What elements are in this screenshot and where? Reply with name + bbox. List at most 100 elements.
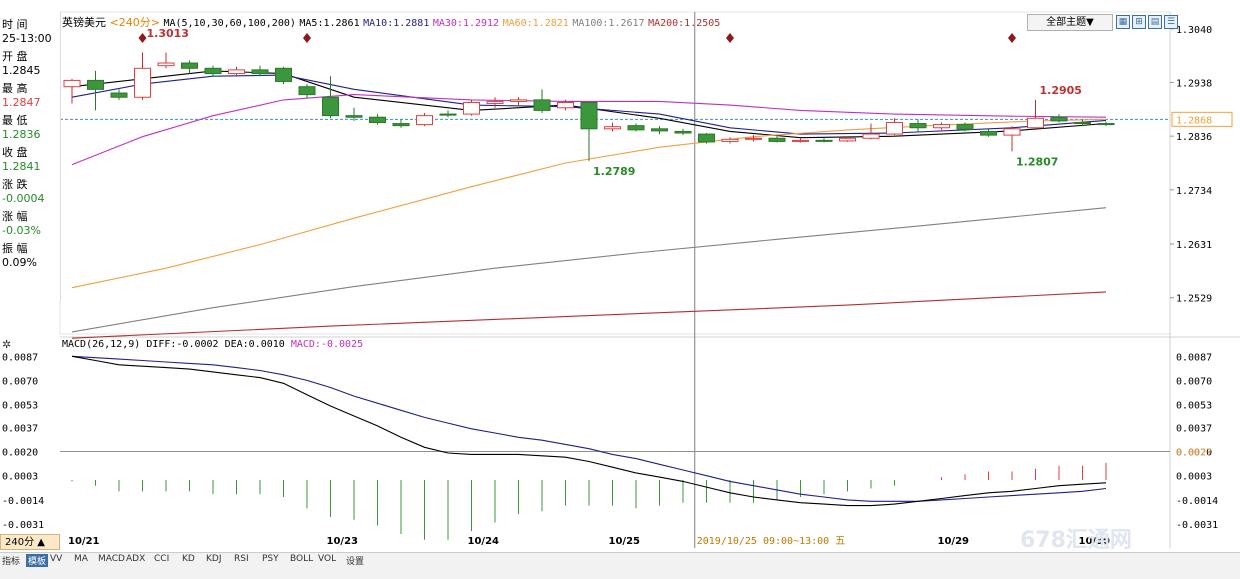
macd-tick-label-left: -0.0031	[2, 520, 44, 531]
macd-params: MACD(26,12,9)	[62, 339, 141, 350]
macd-tick-label-right: 0.0053	[1176, 401, 1212, 412]
list-icon[interactable]: ☰	[1164, 15, 1178, 29]
pct-label: 涨 幅	[2, 210, 28, 223]
indicator-tab[interactable]: RSI	[234, 554, 249, 564]
candle-body	[322, 96, 339, 117]
candle-body	[275, 67, 292, 82]
price-annotation: 1.2807	[1016, 155, 1058, 168]
macd-dea: DEA:0.0010	[224, 339, 285, 350]
indicator-tab[interactable]: 指标	[2, 557, 21, 567]
candle-body	[839, 137, 856, 142]
macd-diff: DIFF:-0.0002	[146, 339, 219, 350]
indicator-tab[interactable]: VOL	[318, 554, 337, 564]
close-label: 收 盘	[2, 146, 28, 159]
indicator-tab[interactable]: ADX	[126, 554, 146, 564]
indicator-tab[interactable]: VV	[50, 554, 63, 564]
open-value: 1.2845	[2, 64, 41, 77]
macd-tick-label-right: 0.0070	[1176, 376, 1212, 387]
macd-tick-label-right: 0.0003	[1176, 472, 1212, 483]
candle-body	[439, 113, 457, 116]
candle-body	[956, 124, 974, 130]
indicator-tab[interactable]: KD	[182, 554, 195, 564]
macd-tick-label-right: 0.0037	[1176, 423, 1212, 434]
chart-header: 英镑美元 <240分> MA(5,10,30,60,100,200) MA5:1…	[62, 14, 720, 30]
candle-body	[627, 125, 645, 131]
time-value: 25-13:00	[2, 32, 52, 45]
low-value: 1.2836	[2, 128, 41, 141]
price-tick-label: 1.2734	[1176, 186, 1212, 197]
ma5-value: MA5:1.2861	[299, 18, 360, 29]
macd-tick-label-left: 0.0003	[2, 472, 38, 483]
macd-value: MACD:-0.0025	[290, 339, 364, 350]
indicator-tab[interactable]: 模板	[26, 554, 49, 567]
candle-body	[533, 99, 551, 111]
macd-header: MACD(26,12,9) DIFF:-0.0002 DEA:0.0010 MA…	[62, 339, 363, 350]
date-tick-label: 10/23	[327, 536, 359, 547]
change-value: -0.0004	[2, 192, 45, 205]
macd-dea-line	[71, 355, 1107, 502]
macd-tick-label-right: -0.0014	[1176, 496, 1218, 507]
candle-body	[369, 116, 386, 123]
macd-tick-label-right: -0.0031	[1176, 520, 1218, 531]
candle-body	[745, 137, 762, 140]
date-tick-label: 10/29	[938, 536, 970, 547]
layout-icon[interactable]: ▤	[1148, 15, 1162, 29]
candle-body	[181, 62, 198, 69]
expand-icon[interactable]: ⊞	[1132, 15, 1146, 29]
ma-params: MA(5,10,30,60,100,200)	[163, 18, 296, 29]
indicator-tab[interactable]: BOLL	[290, 554, 314, 564]
candle-body	[416, 115, 433, 126]
candle-body	[298, 86, 316, 96]
macd-tick-label-left: 0.0053	[2, 401, 38, 412]
macd-tick-label-left: 0.0037	[2, 423, 38, 434]
candle-body	[980, 130, 997, 136]
price-annotation: 1.3013	[147, 27, 189, 40]
candle-body	[1027, 117, 1044, 129]
period-selector-button[interactable]: 240分 ▲	[0, 534, 60, 550]
indicator-tab[interactable]: KDJ	[206, 554, 222, 564]
macd-diff-line	[71, 355, 1107, 507]
candle-body	[557, 101, 574, 109]
event-diamond-icon	[1008, 33, 1016, 43]
grid-icon[interactable]: ▦	[1116, 15, 1130, 29]
macd-tick-label-left: -0.0014	[2, 496, 44, 507]
candle-body	[580, 101, 598, 130]
candle-body	[228, 69, 245, 75]
event-diamond-icon	[726, 33, 734, 43]
candle-body	[87, 79, 104, 90]
price-tick-label: 1.2938	[1176, 79, 1212, 90]
ma60-value: MA60:1.2821	[502, 18, 569, 29]
ma10-value: MA10:1.2881	[363, 18, 430, 29]
low-label: 最 低	[2, 114, 28, 127]
change-label: 涨 跌	[2, 178, 28, 191]
price-tick-label: 1.2836	[1176, 132, 1212, 143]
theme-dropdown-button[interactable]: 全部主题▼	[1027, 14, 1113, 31]
indicator-tab[interactable]: PSY	[262, 554, 279, 564]
candle-body	[815, 139, 833, 142]
info-panel: 时 间 25-13:00 开 盘 1.2845 最 高 1.2847 最 低 1…	[0, 12, 61, 302]
watermark-logo: 678汇通网	[1020, 528, 1132, 553]
macd-tick-label-left: 0.0020	[2, 448, 38, 459]
candle-body	[251, 69, 269, 75]
candle-body	[110, 92, 128, 98]
indicator-tab[interactable]: CCI	[154, 554, 170, 564]
macd-settings-icon[interactable]: ✲	[2, 338, 12, 351]
high-value: 1.2847	[2, 96, 41, 109]
candle-body	[674, 130, 692, 134]
pct-value: -0.03%	[2, 224, 41, 237]
macd-tick-label-left: 0.0087	[2, 352, 38, 363]
crosshair-date-label: 2019/10/25 09:00~13:00 五	[697, 536, 845, 547]
macd-tick-label-right: 0.0087	[1176, 352, 1212, 363]
indicator-tab[interactable]: MACD	[98, 554, 125, 564]
candle-body	[157, 62, 175, 67]
candle-body	[1097, 123, 1115, 126]
amp-value: 0.09%	[2, 256, 37, 269]
indicator-tab[interactable]: 设置	[346, 557, 365, 567]
high-label: 最 高	[2, 82, 28, 95]
ma30-value: MA30:1.2912	[432, 18, 500, 29]
indicator-tab[interactable]: MA	[74, 554, 88, 564]
ma-line-ma200	[71, 291, 1107, 339]
candle-body	[63, 79, 81, 88]
candle-body	[134, 67, 151, 98]
